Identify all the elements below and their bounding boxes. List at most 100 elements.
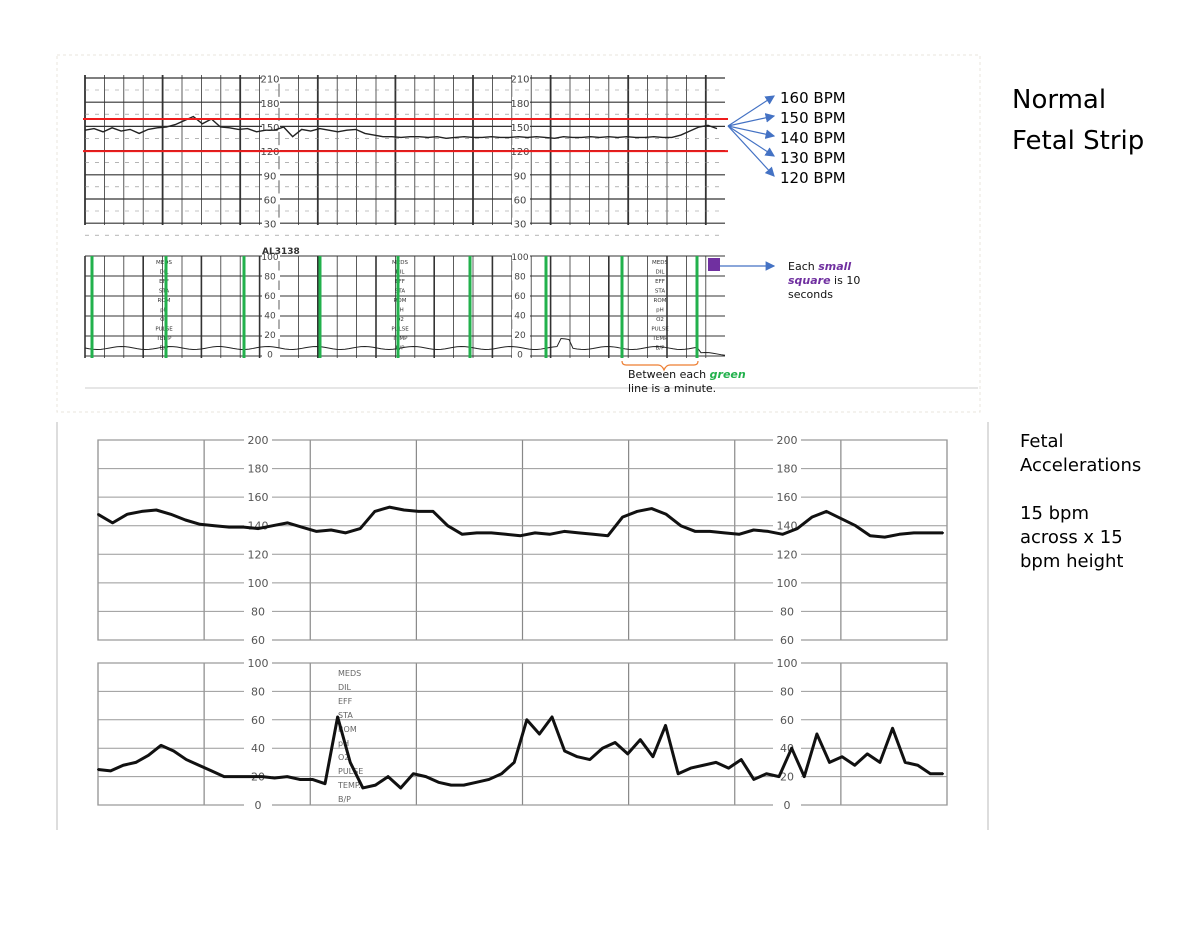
fhr-axis-label: 150	[260, 123, 279, 134]
chart-side-label: MEDS	[338, 669, 361, 678]
bpm-arrow	[727, 113, 776, 127]
fhr-axis-label: 150	[510, 123, 529, 134]
fhr-point	[257, 527, 260, 530]
fhr-axis-label: 30	[514, 220, 527, 231]
y-tick-label: 100	[777, 577, 798, 590]
strip-side-label: O2	[656, 317, 664, 323]
fhr-point	[155, 509, 158, 511]
uc-point	[891, 727, 894, 730]
fhr-point	[184, 519, 187, 521]
fhr-point	[140, 510, 143, 513]
uc-point	[223, 775, 226, 778]
tick-label-bg	[773, 491, 801, 504]
uc-trace	[84, 338, 726, 356]
uc-point	[500, 772, 503, 775]
fhr-axis-label: 180	[260, 99, 279, 110]
uc-point	[727, 767, 730, 770]
accel-line3: bpm height	[1020, 551, 1124, 572]
y-tick-label: 100	[777, 657, 798, 670]
fhr-point	[840, 517, 843, 520]
fhr-axis-label: 120	[510, 147, 529, 158]
uc-point	[866, 752, 869, 755]
y-tick-label: 60	[251, 634, 265, 647]
strip-side-label: DIL	[396, 270, 406, 276]
fhr-point	[198, 523, 201, 526]
chart-side-label: O2	[338, 753, 349, 762]
fhr-point	[315, 530, 318, 533]
axis-label-bg	[512, 290, 530, 300]
fhr-series-line	[97, 505, 943, 539]
axis-label-bg	[512, 72, 530, 84]
y-tick-label: 0	[784, 799, 791, 812]
chart-side-label: B/P	[338, 795, 351, 804]
uc-point	[311, 778, 314, 781]
strip-side-label: B/P	[160, 346, 170, 352]
y-tick-label: 200	[248, 434, 269, 447]
slide-title: Normal Fetal Strip	[1012, 85, 1145, 156]
uc-point	[349, 761, 352, 764]
fhr-axis-label: 210	[260, 75, 279, 86]
tick-label-bg	[244, 434, 272, 446]
y-tick-label: 40	[251, 742, 265, 755]
axis-label-bg	[512, 348, 530, 359]
fhr-point	[417, 510, 420, 513]
uc-point	[677, 772, 680, 775]
fhr-point	[825, 510, 828, 513]
fhr-axis-label: 60	[264, 195, 277, 206]
fhr-point	[330, 529, 333, 531]
axis-label-bg	[262, 270, 280, 281]
strip-side-label: ROM	[394, 298, 407, 304]
chart-side-label: DIL	[338, 683, 352, 692]
strip-side-label: EFF	[395, 279, 405, 285]
minute-brace	[621, 360, 699, 372]
strip-side-label: EFF	[159, 279, 169, 285]
fhr-point	[636, 510, 639, 513]
axis-label-bg	[512, 251, 530, 261]
uc-point	[185, 758, 188, 761]
uc-point	[752, 778, 755, 781]
strip-side-label: PULSE	[155, 327, 173, 333]
y-tick-label: 0	[255, 799, 262, 812]
uc-point	[424, 775, 427, 778]
strip-side-label: ROM	[654, 298, 667, 304]
uc-point	[387, 775, 390, 778]
y-tick-label: 160	[248, 491, 269, 504]
fhr-point	[650, 507, 653, 510]
uc-point	[664, 724, 667, 727]
uc-point	[904, 761, 907, 764]
axis-label-bg	[512, 193, 530, 205]
uc-point	[740, 758, 743, 761]
uc-point	[563, 750, 566, 753]
axis-label-bg	[262, 251, 280, 261]
uc-axis-label: 60	[264, 292, 276, 302]
tick-label-bg	[773, 657, 801, 669]
fhr-point	[111, 521, 114, 524]
uc-axis-label: 100	[511, 253, 528, 263]
uc-axis-label: 100	[261, 253, 278, 263]
fhr-point	[271, 524, 274, 527]
chart-side-label: PULSE	[338, 767, 363, 776]
strip-side-label: MEDS	[156, 260, 172, 266]
uc-point	[551, 715, 554, 718]
uc-axis-label: 0	[517, 351, 523, 361]
chart-side-label: STA	[338, 711, 353, 720]
axis-label-bg	[262, 348, 280, 359]
fhr-point	[854, 524, 857, 527]
fhr-point	[563, 530, 566, 533]
tick-label-bg	[244, 799, 272, 811]
tick-label-bg	[244, 605, 272, 618]
strip-side-label: pH	[160, 308, 168, 314]
strip-side-label: O2	[396, 317, 404, 323]
y-tick-label: 200	[777, 434, 798, 447]
accel-line2: across x 15	[1020, 527, 1123, 548]
tick-label-bg	[244, 657, 272, 669]
axis-label-bg	[512, 121, 530, 132]
tick-label-bg	[773, 799, 801, 811]
fhr-point	[942, 531, 944, 534]
tick-label-bg	[773, 434, 801, 446]
uc-axis-label: 40	[514, 312, 526, 322]
uc-point	[487, 778, 490, 781]
fhr-point	[708, 530, 711, 533]
uc-point	[916, 764, 919, 767]
uc-axis-label: 80	[264, 273, 276, 283]
